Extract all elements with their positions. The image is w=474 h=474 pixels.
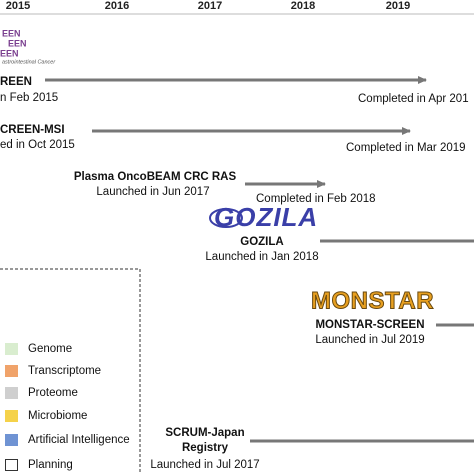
- year: 2017: [198, 0, 222, 12]
- logo-text: EEN: [8, 38, 27, 48]
- legend-label: Microbiome: [28, 410, 87, 422]
- legend-swatch: [5, 434, 18, 446]
- legend-label: Genome: [28, 343, 72, 355]
- project-name: GOZILA: [240, 236, 283, 248]
- launch-text: ed in Oct 2015: [0, 139, 75, 151]
- project-name: MONSTAR-SCREEN: [315, 319, 424, 331]
- legend-swatch: [5, 343, 18, 355]
- launch-text: Launched in Jul 2019: [315, 334, 424, 346]
- legend-swatch: [5, 387, 18, 399]
- launch-text: Launched in Jun 2017: [96, 186, 209, 198]
- project-name: Registry: [182, 442, 229, 454]
- project-name: CREEN-MSI: [0, 124, 65, 136]
- year: 2019: [386, 0, 410, 12]
- year: 2015: [6, 0, 30, 12]
- legend-swatch: [5, 365, 18, 377]
- legend-label: Planning: [28, 459, 73, 471]
- legend-box: [0, 268, 141, 474]
- logo-text: EEN: [0, 48, 19, 58]
- logo-text: EEN: [2, 28, 21, 38]
- year: 2018: [291, 0, 315, 12]
- logo-text: MONSTAR: [311, 287, 434, 314]
- legend-label: Transcriptome: [28, 365, 101, 377]
- logo-caption: astrointestinal Cancer: [2, 59, 56, 65]
- project-name: Plasma OncoBEAM CRC RAS: [74, 171, 237, 183]
- project-name: REEN: [0, 76, 32, 88]
- project-name: SCRUM-Japan: [165, 427, 244, 439]
- completed-text: Completed in Apr 201: [358, 93, 469, 105]
- legend-label: Artificial Intelligence: [28, 434, 130, 446]
- legend-label: Proteome: [28, 387, 78, 399]
- completed-text: Completed in Mar 2019: [346, 142, 466, 154]
- legend-swatch: [5, 459, 18, 471]
- logo-ring: [209, 208, 243, 228]
- launch-text: n Feb 2015: [0, 92, 58, 104]
- launch-text: Launched in Jan 2018: [205, 251, 318, 263]
- legend-swatch: [5, 410, 18, 422]
- year: 2016: [105, 0, 129, 12]
- logo-text: GOZILA: [214, 202, 318, 232]
- launch-text: Launched in Jul 2017: [150, 459, 259, 471]
- completed-text: Completed in Feb 2018: [256, 193, 376, 205]
